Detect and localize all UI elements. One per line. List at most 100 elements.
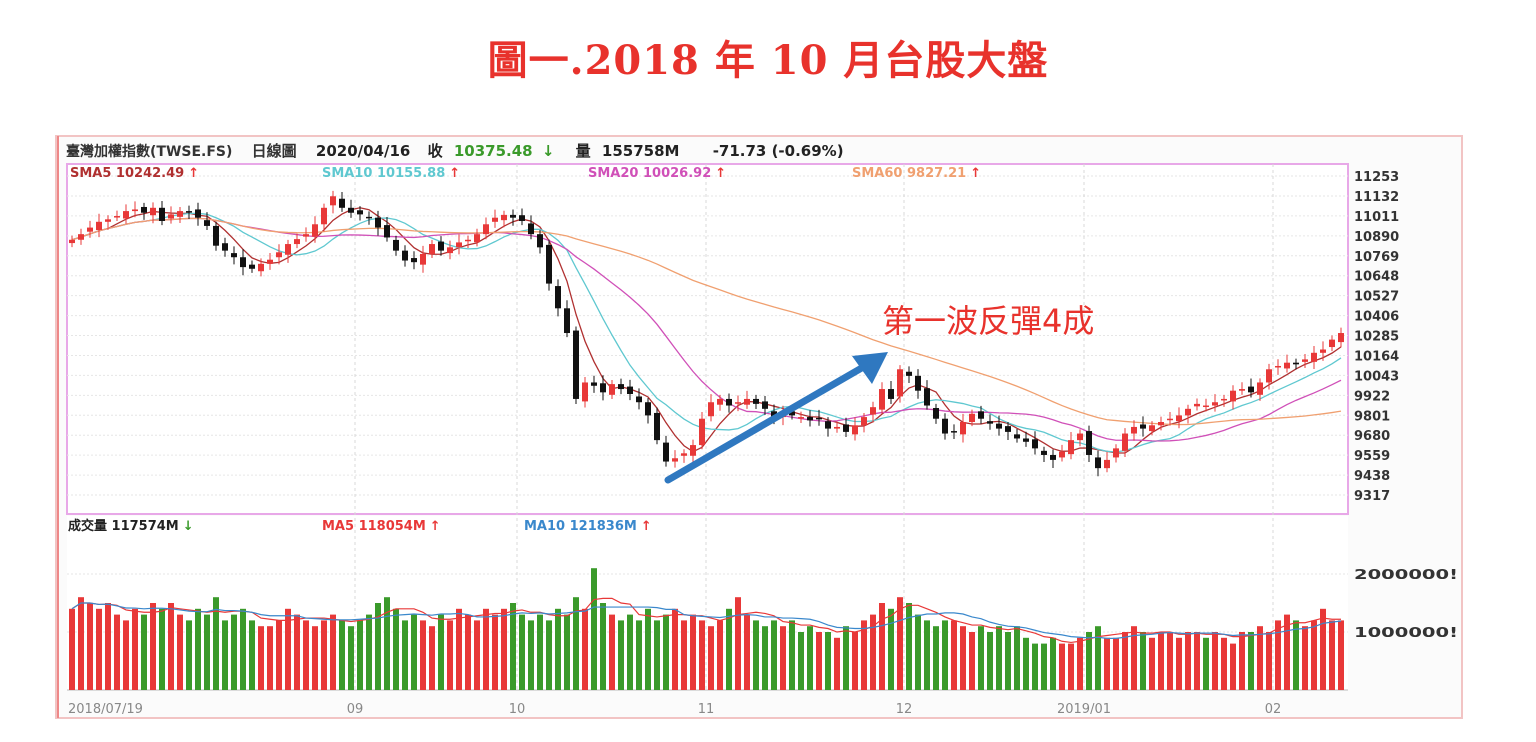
volume-bar [618, 620, 624, 690]
price-tick-label: 10043 [1354, 369, 1399, 384]
candle-body [1293, 362, 1299, 365]
volume-bar [519, 614, 525, 690]
price-tick-label: 10527 [1354, 290, 1399, 305]
price-legend: SMA5 10242.49 ↑ SMA10 10155.88 ↑ SMA20 10026… [70, 166, 981, 181]
date-tick-label: 2019/01 [1057, 702, 1111, 717]
legend-text: SMA60 9827.21 [852, 166, 966, 181]
volume-bar [1140, 632, 1146, 690]
volume-bar [636, 620, 642, 690]
candle-body [1086, 431, 1092, 455]
volume-bar [285, 608, 291, 690]
volume-bar [258, 626, 264, 690]
volume-tick-label: 1000000! [1354, 626, 1458, 641]
price-tick-label: 9801 [1354, 409, 1390, 424]
price-legend-item: SMA20 10026.92 ↑ [588, 166, 726, 181]
price-legend-item: SMA5 10242.49 ↑ [70, 166, 199, 181]
volume-bar [771, 620, 777, 690]
volume-bar [384, 597, 390, 690]
candle-body [159, 207, 165, 221]
candle-body [528, 223, 534, 235]
price-tick-label: 11253 [1354, 170, 1399, 185]
candle-body [978, 411, 984, 419]
candle-body [1302, 359, 1308, 362]
volume-bar [69, 608, 75, 690]
volume-bar [978, 626, 984, 690]
volume-bar [969, 632, 975, 690]
volume-bar [429, 626, 435, 690]
candle-body [879, 389, 885, 410]
volume-bar [78, 597, 84, 690]
volume-bar [942, 620, 948, 690]
date-tick-label: 02 [1265, 702, 1282, 717]
candle-body [762, 401, 768, 409]
volume-bar [87, 603, 93, 690]
candle-body [789, 411, 795, 416]
volume-bar [915, 614, 921, 690]
volume-bar [843, 626, 849, 690]
volume-bar [1230, 643, 1236, 690]
candle-body [222, 243, 228, 251]
candle-body [951, 431, 957, 433]
volume-bar [1068, 643, 1074, 690]
candle-body [1320, 349, 1326, 353]
volume-bar [762, 626, 768, 690]
volume-bar [1275, 620, 1281, 690]
quote-date: 2020/04/16 [316, 142, 410, 160]
volume-tick-label: 2000000! [1354, 568, 1458, 583]
volume-bar [987, 632, 993, 690]
candle-body [861, 417, 867, 426]
volume-bar [1005, 632, 1011, 690]
price-tick-label: 9922 [1354, 389, 1390, 404]
candle-body [834, 426, 840, 429]
volume-bar [852, 632, 858, 690]
volume-bar [654, 620, 660, 690]
volume-bar [114, 614, 120, 690]
candle-body [429, 244, 435, 254]
volume-bar [231, 614, 237, 690]
volume-bars [69, 568, 1344, 690]
sma10-line [71, 212, 1342, 453]
volume-bar [420, 620, 426, 690]
candle-body [1104, 459, 1110, 469]
volume-bar [906, 603, 912, 690]
candle-body [1041, 450, 1047, 455]
candle-body [735, 402, 741, 404]
volume-bar [249, 620, 255, 690]
volume-bar [195, 608, 201, 690]
volume-bar [591, 568, 597, 690]
axis-ticks: 11253 11132 11011 10890 10769 10648 10527 10406… [68, 170, 1458, 717]
volume-bar [141, 614, 147, 690]
figure-title: 圖一.2018 年 10 月台股大盤 [487, 37, 1049, 84]
arrow-icon [664, 358, 876, 484]
price-tick-label: 11132 [1354, 190, 1399, 205]
candle-body [564, 308, 570, 334]
arrow-up-icon: ↑ [641, 519, 652, 534]
candle-body [330, 196, 336, 206]
candle-body [231, 253, 237, 258]
volume-legend-item: MA10 121836M ↑ [524, 519, 652, 534]
candle-body [1131, 426, 1137, 434]
volume-bar [708, 626, 714, 690]
legend-text: SMA5 10242.49 [70, 166, 184, 181]
candle-body [942, 418, 948, 434]
candle-body [636, 396, 642, 403]
volume-bar [393, 608, 399, 690]
candle-body [1248, 386, 1254, 393]
candle-body [465, 239, 471, 242]
volume-bar [222, 620, 228, 690]
volume-bar [1302, 626, 1308, 690]
volume-bar [780, 626, 786, 690]
candle-body [447, 247, 453, 254]
candle-body [906, 371, 912, 376]
candle-body [1284, 362, 1290, 369]
candle-body [1149, 425, 1155, 432]
candle-body [888, 389, 894, 399]
volume-bar [1203, 637, 1209, 690]
volume-bar [537, 614, 543, 690]
volume-bar [330, 614, 336, 690]
candle-body [492, 217, 498, 222]
candle-body [798, 417, 804, 419]
volume-bar [546, 620, 552, 690]
volume-bar [1338, 620, 1344, 690]
volume-bar [411, 614, 417, 690]
